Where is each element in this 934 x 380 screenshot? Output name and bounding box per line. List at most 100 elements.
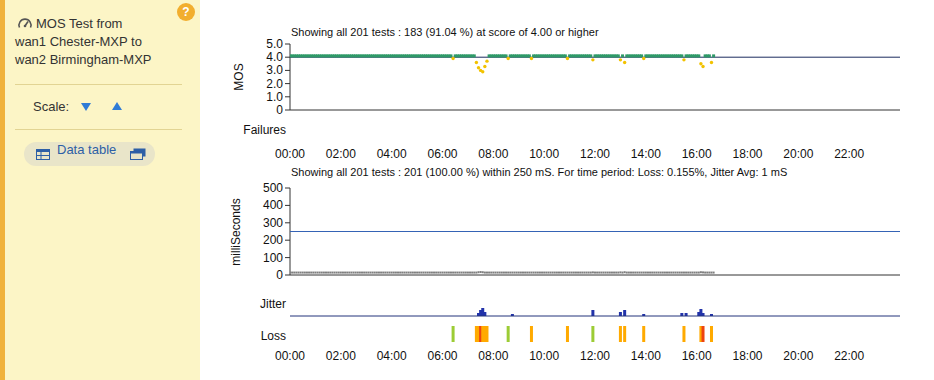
dash xyxy=(658,272,660,274)
dash xyxy=(698,272,700,274)
x-tick-label: 04:00 xyxy=(377,349,407,363)
dash xyxy=(336,272,338,274)
dash xyxy=(670,272,672,274)
point xyxy=(475,61,478,64)
x-tick-label: 10:00 xyxy=(529,147,559,161)
dash xyxy=(378,272,380,274)
dash xyxy=(710,272,712,274)
dash xyxy=(442,272,444,274)
square xyxy=(589,54,592,57)
dash xyxy=(638,272,640,274)
widget-title: wan1 Chester-MXP to xyxy=(15,33,142,51)
y-tick-label: 200 xyxy=(263,233,283,247)
dash xyxy=(405,272,407,274)
dash xyxy=(480,271,482,273)
scale-label: Scale: xyxy=(33,98,69,116)
y-tick xyxy=(285,222,290,223)
dash xyxy=(425,272,427,274)
dash xyxy=(374,272,376,274)
dash xyxy=(660,272,662,274)
window-icon xyxy=(130,148,146,160)
dash xyxy=(583,272,585,274)
window-icon-bar xyxy=(131,152,143,154)
y-tick xyxy=(285,44,290,45)
dash xyxy=(668,272,670,274)
dash xyxy=(683,272,685,274)
separator xyxy=(15,84,182,85)
point xyxy=(481,70,484,73)
dash xyxy=(596,272,598,274)
x-tick-label: 12:00 xyxy=(580,147,610,161)
dash xyxy=(522,272,524,274)
dash xyxy=(505,272,507,274)
dash xyxy=(450,272,452,274)
dash xyxy=(708,272,710,274)
y-tick-label: 0 xyxy=(276,103,283,117)
dash xyxy=(321,272,323,274)
dash xyxy=(653,272,655,274)
square xyxy=(473,54,476,57)
window-icon-front xyxy=(131,152,143,160)
dash xyxy=(672,272,674,274)
dash xyxy=(530,272,532,274)
point xyxy=(485,59,488,62)
loss-cell xyxy=(642,326,645,342)
dash xyxy=(367,272,369,274)
dash xyxy=(643,272,645,274)
dash xyxy=(446,272,448,274)
x-tick-label: 04:00 xyxy=(377,147,407,161)
x-tick-label: 12:00 xyxy=(580,349,610,363)
x-tick-label: 08:00 xyxy=(478,147,508,161)
loss-cell xyxy=(710,326,713,342)
dash xyxy=(630,272,632,274)
dash xyxy=(435,272,437,274)
help-button[interactable]: ? xyxy=(177,3,195,21)
point xyxy=(710,61,713,64)
page: Showing all 201 tests : 183 (91.04 %) at… xyxy=(0,0,934,380)
dash xyxy=(306,272,308,274)
jitter-bar xyxy=(619,312,622,316)
x-tick-label: 16:00 xyxy=(682,147,712,161)
dash xyxy=(291,272,293,274)
dash xyxy=(376,272,378,274)
plot-area xyxy=(290,54,715,73)
y-tick-label: 500 xyxy=(263,181,283,195)
square xyxy=(708,54,711,57)
scale-down-button[interactable] xyxy=(81,103,91,111)
dash xyxy=(520,272,522,274)
y-tick xyxy=(285,275,290,276)
dash xyxy=(478,271,480,273)
dash xyxy=(694,272,696,274)
gauge-arc xyxy=(19,19,31,27)
dash xyxy=(649,272,651,274)
chart: Showing all 201 tests : 201 (100.00 %) w… xyxy=(229,166,900,363)
dash xyxy=(486,272,488,274)
dash xyxy=(420,272,422,274)
dash xyxy=(454,272,456,274)
dash xyxy=(533,272,535,274)
dash xyxy=(427,272,429,274)
chart-title: Showing all 201 tests : 201 (100.00 %) w… xyxy=(291,166,787,178)
data-table-button[interactable]: Data table xyxy=(24,142,155,166)
dash xyxy=(380,272,382,274)
dash xyxy=(361,272,363,274)
point xyxy=(506,57,509,60)
dash xyxy=(329,272,331,274)
y-tick-label: 0 xyxy=(276,268,283,282)
x-tick-label: 20:00 xyxy=(783,349,813,363)
point xyxy=(623,61,626,64)
dash xyxy=(600,272,602,274)
dash xyxy=(636,272,638,274)
x-tick-label: 02:00 xyxy=(326,147,356,161)
dash xyxy=(433,272,435,274)
dash xyxy=(410,272,412,274)
dash xyxy=(560,272,562,274)
scale-up-button[interactable] xyxy=(112,102,122,110)
dash xyxy=(528,272,530,274)
dash xyxy=(490,272,492,274)
x-axis xyxy=(290,110,900,111)
dash xyxy=(416,272,418,274)
dash xyxy=(598,272,600,274)
widget-title: MOS Test from xyxy=(36,15,122,33)
dash xyxy=(539,272,541,274)
